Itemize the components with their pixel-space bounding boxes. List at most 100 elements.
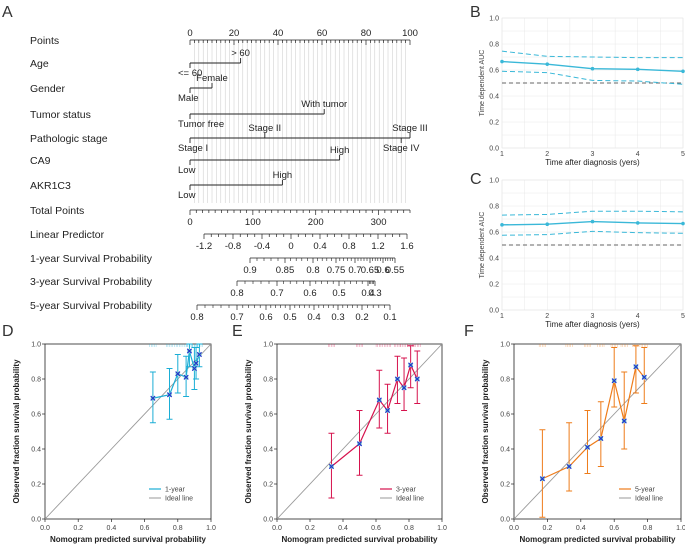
panel-label-c: C bbox=[470, 171, 482, 188]
calibration-ytick-label: 0.8 bbox=[263, 377, 273, 384]
level-label: Stage III bbox=[392, 123, 427, 134]
auc-ytick-label: 0.4 bbox=[489, 94, 499, 101]
calibration-xtick-label: 1.0 bbox=[206, 525, 216, 532]
survival-tick-label: 0.85 bbox=[276, 265, 295, 276]
points-tick-label: 20 bbox=[229, 28, 240, 39]
linear-predictor-tick-label: 0.8 bbox=[342, 241, 355, 252]
survival-tick-label: 0.3 bbox=[331, 312, 344, 323]
points-tick-label: 0 bbox=[187, 28, 192, 39]
auc-xtick-label: 4 bbox=[636, 151, 640, 158]
linear-predictor-tick-label: -1.2 bbox=[196, 241, 212, 252]
survival-tick-label: 0.7 bbox=[348, 265, 361, 276]
auc-point bbox=[500, 59, 504, 64]
calibration-marker bbox=[539, 476, 545, 482]
calibration-marker bbox=[394, 376, 401, 382]
auc-ytick-label: 0.0 bbox=[489, 146, 499, 153]
survival-tick-label: 0.1 bbox=[383, 312, 396, 323]
calibration-marker bbox=[166, 392, 173, 398]
row-label: Tumor status bbox=[30, 109, 91, 121]
panel-label-b: B bbox=[470, 4, 481, 21]
survival-tick-label: 0.8 bbox=[230, 288, 243, 299]
auc-yaxis-label: Time dependent AUC bbox=[479, 212, 486, 279]
calibration-xtick-label: 0.4 bbox=[338, 525, 348, 532]
auc-xtick-label: 3 bbox=[591, 313, 595, 320]
panel-label-e: E bbox=[232, 323, 243, 340]
auc-chart-b: 0.0 0.2 0.4 0.6 0.8 1.0 1 2 3 4 5 Time after diagno… bbox=[479, 16, 685, 168]
survival-tick-label: 0.7 bbox=[230, 312, 243, 323]
auc-yaxis-label: Time dependent AUC bbox=[479, 50, 486, 117]
points-tick-label: 60 bbox=[317, 28, 328, 39]
level-label: Stage I bbox=[178, 143, 208, 154]
calibration-ytick-label: 0.4 bbox=[31, 447, 41, 454]
legend-label-ideal: Ideal line bbox=[165, 496, 193, 503]
auc-upper-ci-line bbox=[501, 210, 684, 216]
auc-xtick-label: 2 bbox=[545, 313, 549, 320]
total-points-tick-label: 300 bbox=[371, 217, 387, 228]
row-label: Age bbox=[30, 58, 49, 70]
linear-predictor-tick-label: 1.2 bbox=[371, 241, 384, 252]
calibration-line bbox=[331, 363, 418, 467]
auc-upper-ci-line bbox=[501, 50, 683, 59]
auc-xtick-label: 5 bbox=[681, 313, 685, 320]
calibration-xtick-label: 0.0 bbox=[272, 525, 282, 532]
survival-tick-label: 0.5 bbox=[283, 312, 296, 323]
calibration-xtick-label: 0.2 bbox=[543, 525, 553, 532]
row-label: Pathologic stage bbox=[30, 133, 108, 145]
level-label: Low bbox=[178, 165, 196, 176]
auc-ytick-label: 1.0 bbox=[489, 178, 499, 185]
auc-ytick-label: 0.6 bbox=[489, 68, 499, 75]
calibration-marker bbox=[376, 397, 382, 403]
calibration-xtick-label: 0.0 bbox=[509, 525, 519, 532]
auc-chart-c: 0.0 0.2 0.4 0.6 0.8 1.0 1 2 3 4 5 Time after diagno… bbox=[479, 178, 685, 330]
calibration-xtick-label: 0.6 bbox=[371, 525, 381, 532]
legend-label-model: 3-year bbox=[396, 487, 417, 494]
calibration-marker bbox=[566, 463, 572, 470]
auc-xtick-label: 3 bbox=[591, 151, 595, 158]
nomogram: Points 0 20 40 60 80 100 Age <= 60 > 60 Gender Male… bbox=[30, 28, 428, 323]
row-label: 1-year Survival Probability bbox=[30, 253, 153, 265]
panel-label-f: F bbox=[464, 323, 474, 340]
legend-label-model: 1-year bbox=[165, 487, 186, 494]
calibration-ytick-label: 0.2 bbox=[263, 482, 273, 489]
survival-tick-label: 0.4 bbox=[307, 312, 320, 323]
calibration-marker bbox=[328, 463, 335, 470]
calibration-ytick-label: 0.4 bbox=[263, 447, 273, 454]
calibration-yaxis-label: Observed fraction survival probability bbox=[12, 359, 21, 504]
total-points-tick-label: 0 bbox=[187, 217, 192, 228]
auc-point bbox=[590, 219, 595, 224]
auc-point bbox=[590, 66, 595, 71]
calibration-marker bbox=[641, 374, 647, 380]
row-label: Gender bbox=[30, 83, 66, 95]
auc-xtick-label: 2 bbox=[545, 151, 549, 158]
auc-xtick-label: 4 bbox=[636, 313, 640, 320]
calibration-ytick-label: 0.8 bbox=[500, 377, 510, 384]
calibration-marker bbox=[193, 360, 199, 366]
auc-ytick-label: 0.8 bbox=[489, 42, 499, 49]
calibration-xtick-label: 0.8 bbox=[173, 525, 183, 532]
row-label: Points bbox=[30, 35, 59, 47]
calibration-xtick-label: 0.2 bbox=[305, 525, 315, 532]
calibration-xtick-label: 0.4 bbox=[576, 525, 586, 532]
calibration-marker bbox=[183, 374, 189, 380]
calibration-ytick-label: 0.8 bbox=[31, 377, 41, 384]
points-tick-label: 100 bbox=[402, 28, 418, 39]
survival-tick-label: 0.8 bbox=[306, 265, 319, 276]
survival-tick-label: 0.6 bbox=[303, 288, 316, 299]
calibration-ytick-label: 0.0 bbox=[500, 517, 510, 524]
panel-label-a: A bbox=[2, 4, 13, 21]
auc-point bbox=[635, 221, 640, 225]
calibration-xtick-label: 1.0 bbox=[437, 525, 447, 532]
row-label: AKR1C3 bbox=[30, 180, 71, 192]
auc-ytick-label: 0.0 bbox=[489, 308, 499, 315]
survival-tick-label: 0.5 bbox=[332, 288, 345, 299]
legend-label-ideal: Ideal line bbox=[635, 496, 663, 503]
calibration-xtick-label: 0.6 bbox=[609, 525, 619, 532]
calibration-marker bbox=[401, 385, 407, 391]
auc-xaxis-label: Time after diagnosis (yers) bbox=[545, 158, 640, 167]
calibration-ytick-label: 0.4 bbox=[500, 447, 510, 454]
survival-tick-label: 0.7 bbox=[270, 288, 283, 299]
calibration-xaxis-label: Nomogram predicted survival probability bbox=[519, 535, 676, 544]
auc-lower-ci-line bbox=[501, 70, 684, 85]
level-label: Stage II bbox=[248, 123, 281, 134]
